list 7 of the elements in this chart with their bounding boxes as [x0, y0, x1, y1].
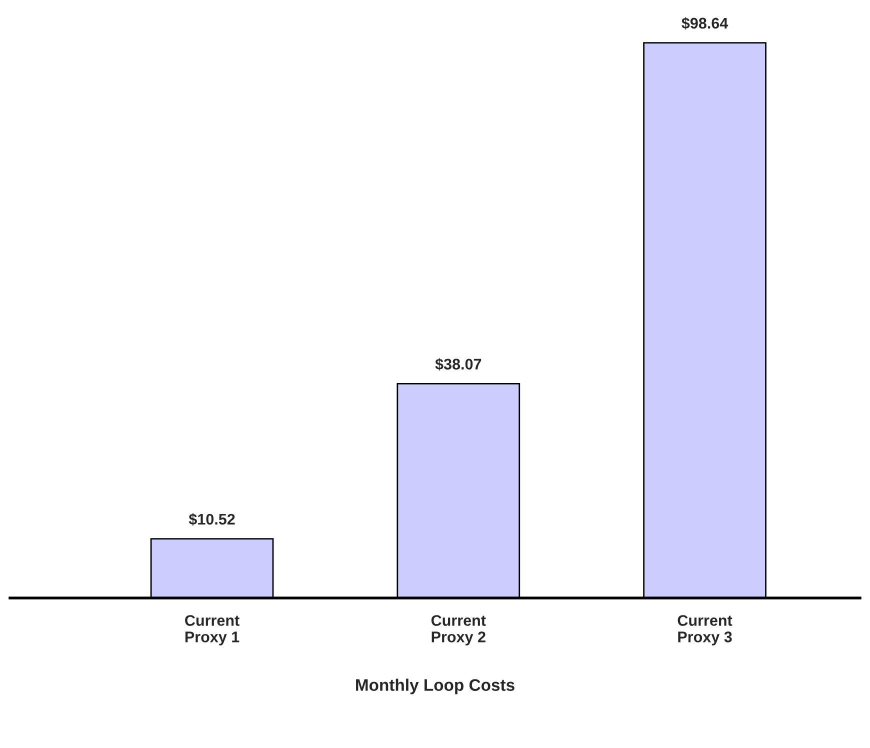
x-tick-label: Current Proxy 3	[678, 615, 732, 646]
x-tick-label: Current Proxy 2	[431, 615, 486, 646]
data-label: $98.64	[682, 17, 728, 30]
data-label: $10.52	[188, 513, 235, 526]
data-label: $38.07	[435, 358, 482, 371]
x-tick-label: Current Proxy 1	[185, 615, 240, 646]
x-axis-title: Monthly Loop Costs	[356, 678, 514, 694]
